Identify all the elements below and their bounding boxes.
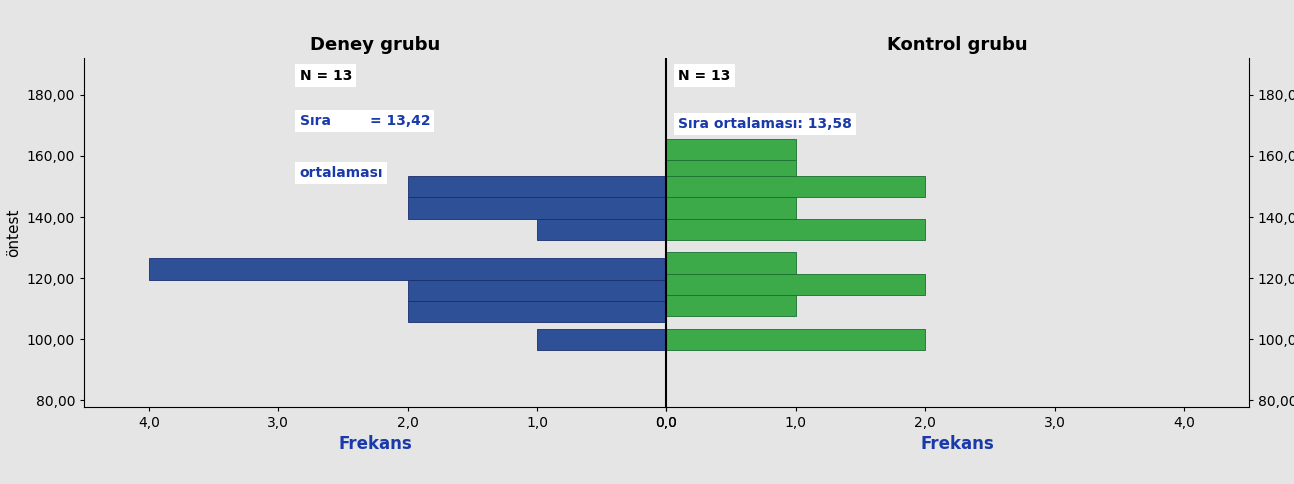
Y-axis label: öntest: öntest	[6, 208, 21, 257]
Text: N = 13: N = 13	[299, 69, 352, 83]
Text: Sıra ortalaması: 13,58: Sıra ortalaması: 13,58	[678, 117, 851, 131]
Bar	[666, 161, 796, 182]
Bar	[666, 329, 925, 350]
Bar	[666, 252, 796, 273]
Title: Kontrol grubu: Kontrol grubu	[888, 36, 1027, 54]
Bar	[537, 219, 666, 240]
Bar	[149, 258, 666, 280]
Bar	[537, 329, 666, 350]
Bar	[666, 176, 925, 197]
Text: N = 13: N = 13	[678, 69, 730, 83]
Text: ortalaması: ortalaması	[299, 166, 383, 180]
Bar	[666, 139, 796, 161]
Bar	[666, 197, 796, 219]
Bar	[408, 280, 666, 301]
Bar	[408, 301, 666, 322]
Bar	[666, 295, 796, 317]
X-axis label: Frekans: Frekans	[921, 435, 994, 453]
Text: Sıra        = 13,42: Sıra = 13,42	[299, 114, 430, 128]
Title: Deney grubu: Deney grubu	[311, 36, 440, 54]
X-axis label: Frekans: Frekans	[339, 435, 411, 453]
Bar	[666, 273, 925, 295]
Bar	[408, 197, 666, 219]
Bar	[408, 176, 666, 197]
Bar	[666, 219, 925, 240]
